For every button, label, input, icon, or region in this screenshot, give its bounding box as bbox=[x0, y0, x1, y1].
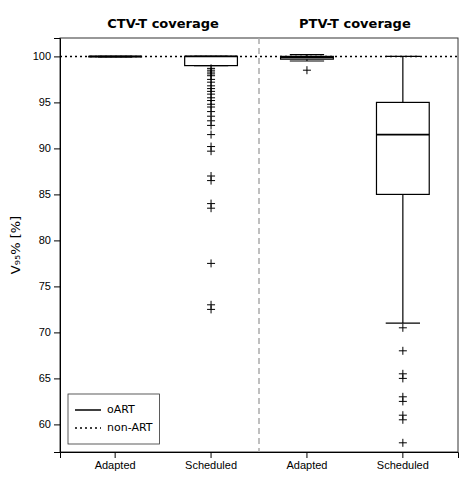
y-tick-mark bbox=[54, 194, 60, 195]
box-plot bbox=[89, 56, 142, 57]
reference-line bbox=[60, 56, 458, 58]
y-tick: 95 bbox=[39, 96, 60, 108]
upper-whisker bbox=[402, 56, 403, 102]
flier bbox=[399, 439, 407, 447]
x-tick: Adapted bbox=[286, 452, 327, 471]
y-tick: 75 bbox=[39, 280, 60, 292]
legend-swatch bbox=[75, 409, 101, 411]
median-line bbox=[89, 56, 142, 58]
median-line bbox=[185, 56, 238, 58]
flier bbox=[207, 305, 215, 313]
flier bbox=[207, 204, 215, 212]
y-tick-label: 80 bbox=[39, 234, 51, 246]
lower-whisker bbox=[402, 194, 403, 323]
x-tick-mark bbox=[402, 452, 403, 458]
x-tick: Scheduled bbox=[377, 452, 429, 471]
median-line bbox=[281, 56, 334, 58]
y-tick: 65 bbox=[39, 372, 60, 384]
y-tick: 100 bbox=[33, 50, 60, 62]
marks bbox=[60, 38, 458, 452]
x-tick-mark bbox=[306, 452, 307, 458]
legend-swatch bbox=[75, 427, 101, 429]
x-tick-label: Scheduled bbox=[377, 459, 429, 471]
box bbox=[89, 56, 142, 58]
y-axis-line bbox=[54, 39, 61, 453]
plot: 6065707580859095100AdaptedScheduledAdapt… bbox=[33, 16, 459, 471]
y-tick-label: 75 bbox=[39, 280, 51, 292]
x-axis: Adapted Scheduled Adapted Scheduled bbox=[61, 452, 459, 471]
box-plot bbox=[185, 56, 238, 313]
y-tick-mark bbox=[54, 378, 60, 379]
y-tick: 90 bbox=[39, 142, 60, 154]
box-plot bbox=[281, 55, 334, 75]
y-tick-label: 90 bbox=[39, 142, 51, 154]
box bbox=[376, 102, 429, 194]
flier bbox=[207, 259, 215, 267]
group-title: PTV-T coverage bbox=[299, 16, 411, 31]
legend: oART non-ART bbox=[68, 394, 160, 444]
y-tick-mark bbox=[54, 148, 60, 149]
lower-cap bbox=[386, 323, 420, 324]
box bbox=[185, 56, 238, 65]
y-tick-mark bbox=[54, 240, 60, 241]
x-axis-line bbox=[61, 453, 459, 459]
flier bbox=[303, 66, 311, 74]
plot-frame bbox=[60, 38, 458, 452]
x-tick: Adapted bbox=[95, 452, 136, 471]
y-tick-label: 60 bbox=[39, 418, 51, 430]
y-tick-label: 65 bbox=[39, 372, 51, 384]
x-tick: Scheduled bbox=[185, 452, 237, 471]
flier bbox=[399, 416, 407, 424]
y-tick: 60 bbox=[39, 418, 60, 430]
group-title: CTV-T coverage bbox=[107, 16, 219, 31]
box bbox=[281, 56, 334, 59]
x-tick-label: Scheduled bbox=[185, 459, 237, 471]
y-tick-label: 85 bbox=[39, 188, 51, 200]
flier bbox=[399, 374, 407, 382]
box-plot bbox=[376, 56, 429, 446]
flier bbox=[207, 121, 215, 129]
y-tick-mark bbox=[54, 286, 60, 287]
upper-cap bbox=[290, 54, 324, 55]
x-tick-label: Adapted bbox=[95, 459, 136, 471]
lower-cap bbox=[290, 60, 324, 61]
flier bbox=[399, 347, 407, 355]
y-tick-label: 70 bbox=[39, 326, 51, 338]
y-tick-mark bbox=[54, 56, 60, 57]
upper-cap bbox=[386, 56, 420, 57]
flier bbox=[207, 131, 215, 139]
legend-label: oART bbox=[107, 403, 135, 416]
y-tick-label: 95 bbox=[39, 96, 51, 108]
legend-label: non-ART bbox=[107, 421, 153, 434]
group-separator bbox=[258, 38, 260, 452]
y-tick-mark bbox=[54, 102, 60, 103]
median-line bbox=[376, 134, 429, 136]
y-tick: 70 bbox=[39, 326, 60, 338]
x-tick-mark bbox=[115, 452, 116, 458]
chart: 6065707580859095100AdaptedScheduledAdapt… bbox=[0, 0, 474, 488]
legend-frame bbox=[68, 394, 160, 444]
y-tick: 85 bbox=[39, 188, 60, 200]
y-tick: 80 bbox=[39, 234, 60, 246]
y-tick-mark bbox=[54, 332, 60, 333]
flier bbox=[207, 177, 215, 185]
x-tick-mark bbox=[211, 452, 212, 458]
y-tick-label: 100 bbox=[33, 50, 51, 62]
flier bbox=[399, 324, 407, 332]
flier bbox=[207, 147, 215, 155]
y-axis-title: V₉₅% [%] bbox=[8, 216, 23, 274]
flier bbox=[399, 397, 407, 405]
y-tick-mark bbox=[54, 424, 60, 425]
x-tick-label: Adapted bbox=[286, 459, 327, 471]
y-axis: 60 65 70 75 80 85 90 95 100 bbox=[33, 39, 61, 453]
